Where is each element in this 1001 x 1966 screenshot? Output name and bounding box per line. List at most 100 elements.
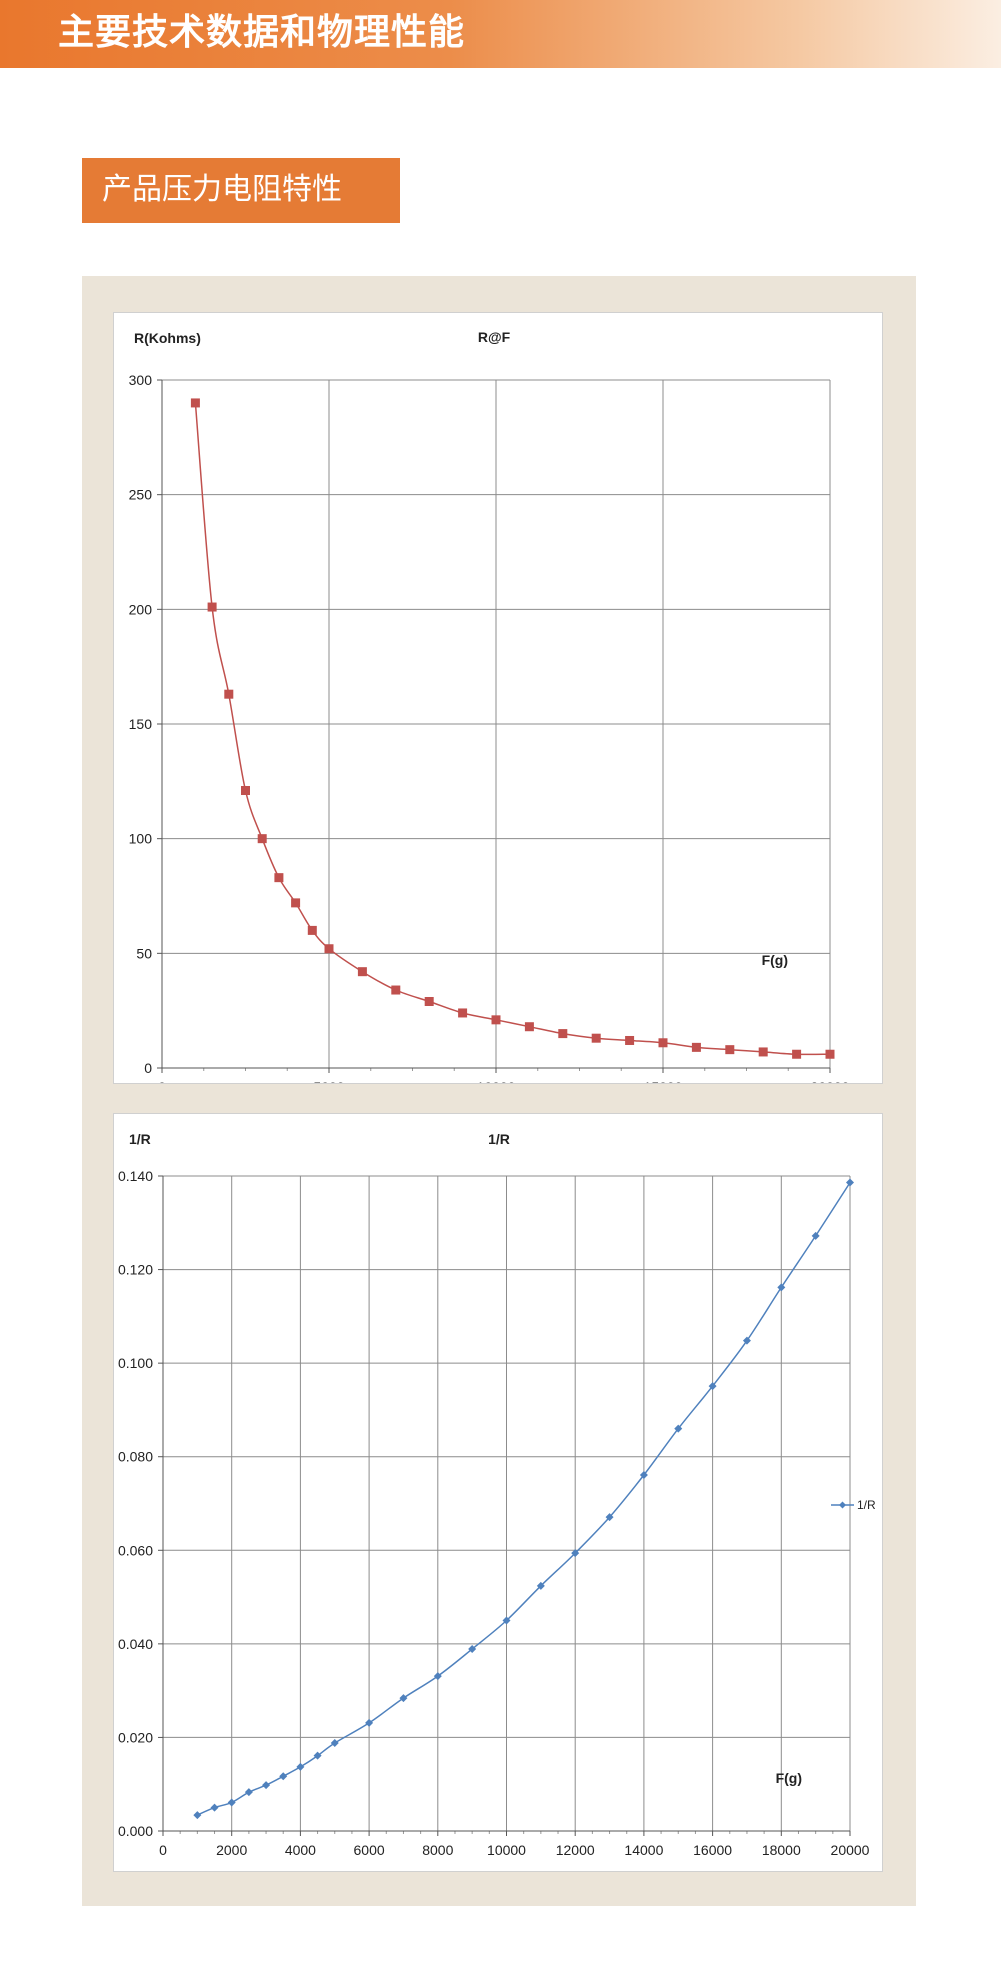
data-point: [846, 1178, 854, 1187]
chart-legend: 1/R: [831, 1498, 876, 1512]
x-tick-label: 14000: [624, 1842, 663, 1858]
data-point: [491, 1015, 501, 1025]
series-line: [196, 1182, 851, 1816]
data-point: [241, 786, 250, 796]
data-point: [691, 1042, 701, 1052]
y-tick-label: 50: [136, 945, 152, 961]
data-point: [399, 1694, 408, 1703]
y-axis-label: 1/R: [129, 1131, 151, 1147]
data-point: [257, 834, 267, 844]
y-tick-labels: 0 50 100 150 200 250 300: [129, 372, 153, 1076]
x-axis-label: F(g): [776, 1770, 802, 1786]
x-tick-label: 4000: [285, 1842, 316, 1858]
x-tick-label: 2000: [216, 1842, 247, 1858]
data-point: [210, 1803, 219, 1812]
chart-title: R@F: [478, 329, 511, 345]
data-point: [625, 1035, 635, 1045]
y-tick-label: 300: [129, 372, 153, 388]
y-tick-label: 0.100: [118, 1355, 153, 1371]
series-points: [193, 1178, 854, 1820]
series-line: [194, 402, 831, 1056]
data-point: [558, 1029, 568, 1039]
legend-marker: [839, 1501, 846, 1509]
data-point: [725, 1045, 735, 1055]
data-point: [605, 1513, 614, 1522]
data-point: [227, 1798, 236, 1807]
data-point: [433, 1672, 442, 1681]
x-axis-label: F(g): [762, 952, 788, 968]
x-tick-label: 10000: [487, 1842, 526, 1858]
data-point: [190, 398, 200, 408]
y-tick-label: 0.120: [118, 1262, 153, 1278]
x-tick-label: 6000: [354, 1842, 385, 1858]
data-point: [224, 689, 234, 699]
data-point: [708, 1382, 717, 1391]
data-point: [502, 1616, 511, 1625]
data-point: [825, 1049, 835, 1059]
x-tick-label: 15000: [644, 1079, 683, 1083]
x-tick-label: 20000: [831, 1842, 870, 1858]
y-tick-label: 0.000: [118, 1823, 153, 1839]
data-point: [193, 1811, 202, 1820]
data-point: [274, 873, 284, 883]
x-tick-label: 0: [158, 1079, 166, 1083]
data-point: [207, 602, 217, 612]
y-tick-label: 250: [129, 487, 153, 503]
data-point: [658, 1038, 668, 1048]
data-point: [357, 967, 367, 977]
y-tick-label: 0.060: [118, 1542, 153, 1558]
chart-grid: [161, 379, 831, 1069]
conductance-chart-card: 0.000 0.020 0.040 0.060 0.080 0.100 0.120 0.140…: [113, 1113, 883, 1872]
data-point: [811, 1231, 820, 1240]
y-tick-label: 0.040: [118, 1636, 153, 1652]
y-tick-label: 200: [129, 601, 153, 617]
x-tick-label: 18000: [762, 1842, 801, 1858]
y-tick-label: 150: [129, 716, 153, 732]
data-point: [365, 1718, 374, 1727]
data-point: [792, 1049, 802, 1059]
x-tick-label: 8000: [422, 1842, 453, 1858]
data-point: [639, 1470, 648, 1479]
data-point: [244, 1788, 253, 1797]
data-point: [296, 1762, 305, 1771]
data-point: [307, 925, 317, 935]
legend-label: 1/R: [857, 1498, 876, 1512]
x-tick-label: 10000: [477, 1079, 516, 1083]
data-point: [777, 1283, 786, 1292]
data-point: [262, 1781, 271, 1790]
data-point: [424, 996, 434, 1006]
chart-title: 1/R: [488, 1131, 510, 1147]
page-title: 主要技术数据和物理性能: [58, 12, 466, 53]
chart-axes: [158, 1175, 851, 1836]
header-banner: 主要技术数据和物理性能: [0, 0, 1001, 68]
y-tick-label: 0.080: [118, 1449, 153, 1465]
x-tick-label: 0: [159, 1842, 167, 1858]
data-point: [391, 985, 401, 995]
x-tick-label: 20000: [811, 1079, 850, 1083]
data-point: [758, 1047, 768, 1057]
data-point: [279, 1772, 288, 1781]
x-tick-labels: 0 2000 4000 6000 8000 10000 12000 14000 16000 180…: [159, 1842, 870, 1858]
x-tick-label: 16000: [693, 1842, 732, 1858]
data-point: [330, 1739, 339, 1748]
section-tag: 产品压力电阻特性: [82, 158, 400, 223]
y-tick-label: 0.140: [118, 1168, 153, 1184]
section-title: 产品压力电阻特性: [102, 172, 342, 207]
data-point: [591, 1033, 601, 1043]
data-point: [324, 944, 334, 954]
y-tick-label: 0: [144, 1060, 152, 1076]
x-tick-label: 5000: [313, 1079, 344, 1083]
series-points: [190, 398, 835, 1059]
data-point: [571, 1549, 580, 1558]
x-tick-label: 12000: [556, 1842, 595, 1858]
data-point: [468, 1645, 477, 1654]
y-tick-label: 100: [129, 831, 153, 847]
y-tick-label: 0.020: [118, 1729, 153, 1745]
y-tick-labels: 0.000 0.020 0.040 0.060 0.080 0.100 0.120 0.140: [118, 1168, 153, 1839]
y-axis-label: R(Kohms): [134, 330, 201, 346]
x-tick-labels: 0 5000 10000 15000 20000: [158, 1079, 850, 1095]
data-point: [313, 1751, 322, 1760]
data-point: [536, 1581, 545, 1590]
